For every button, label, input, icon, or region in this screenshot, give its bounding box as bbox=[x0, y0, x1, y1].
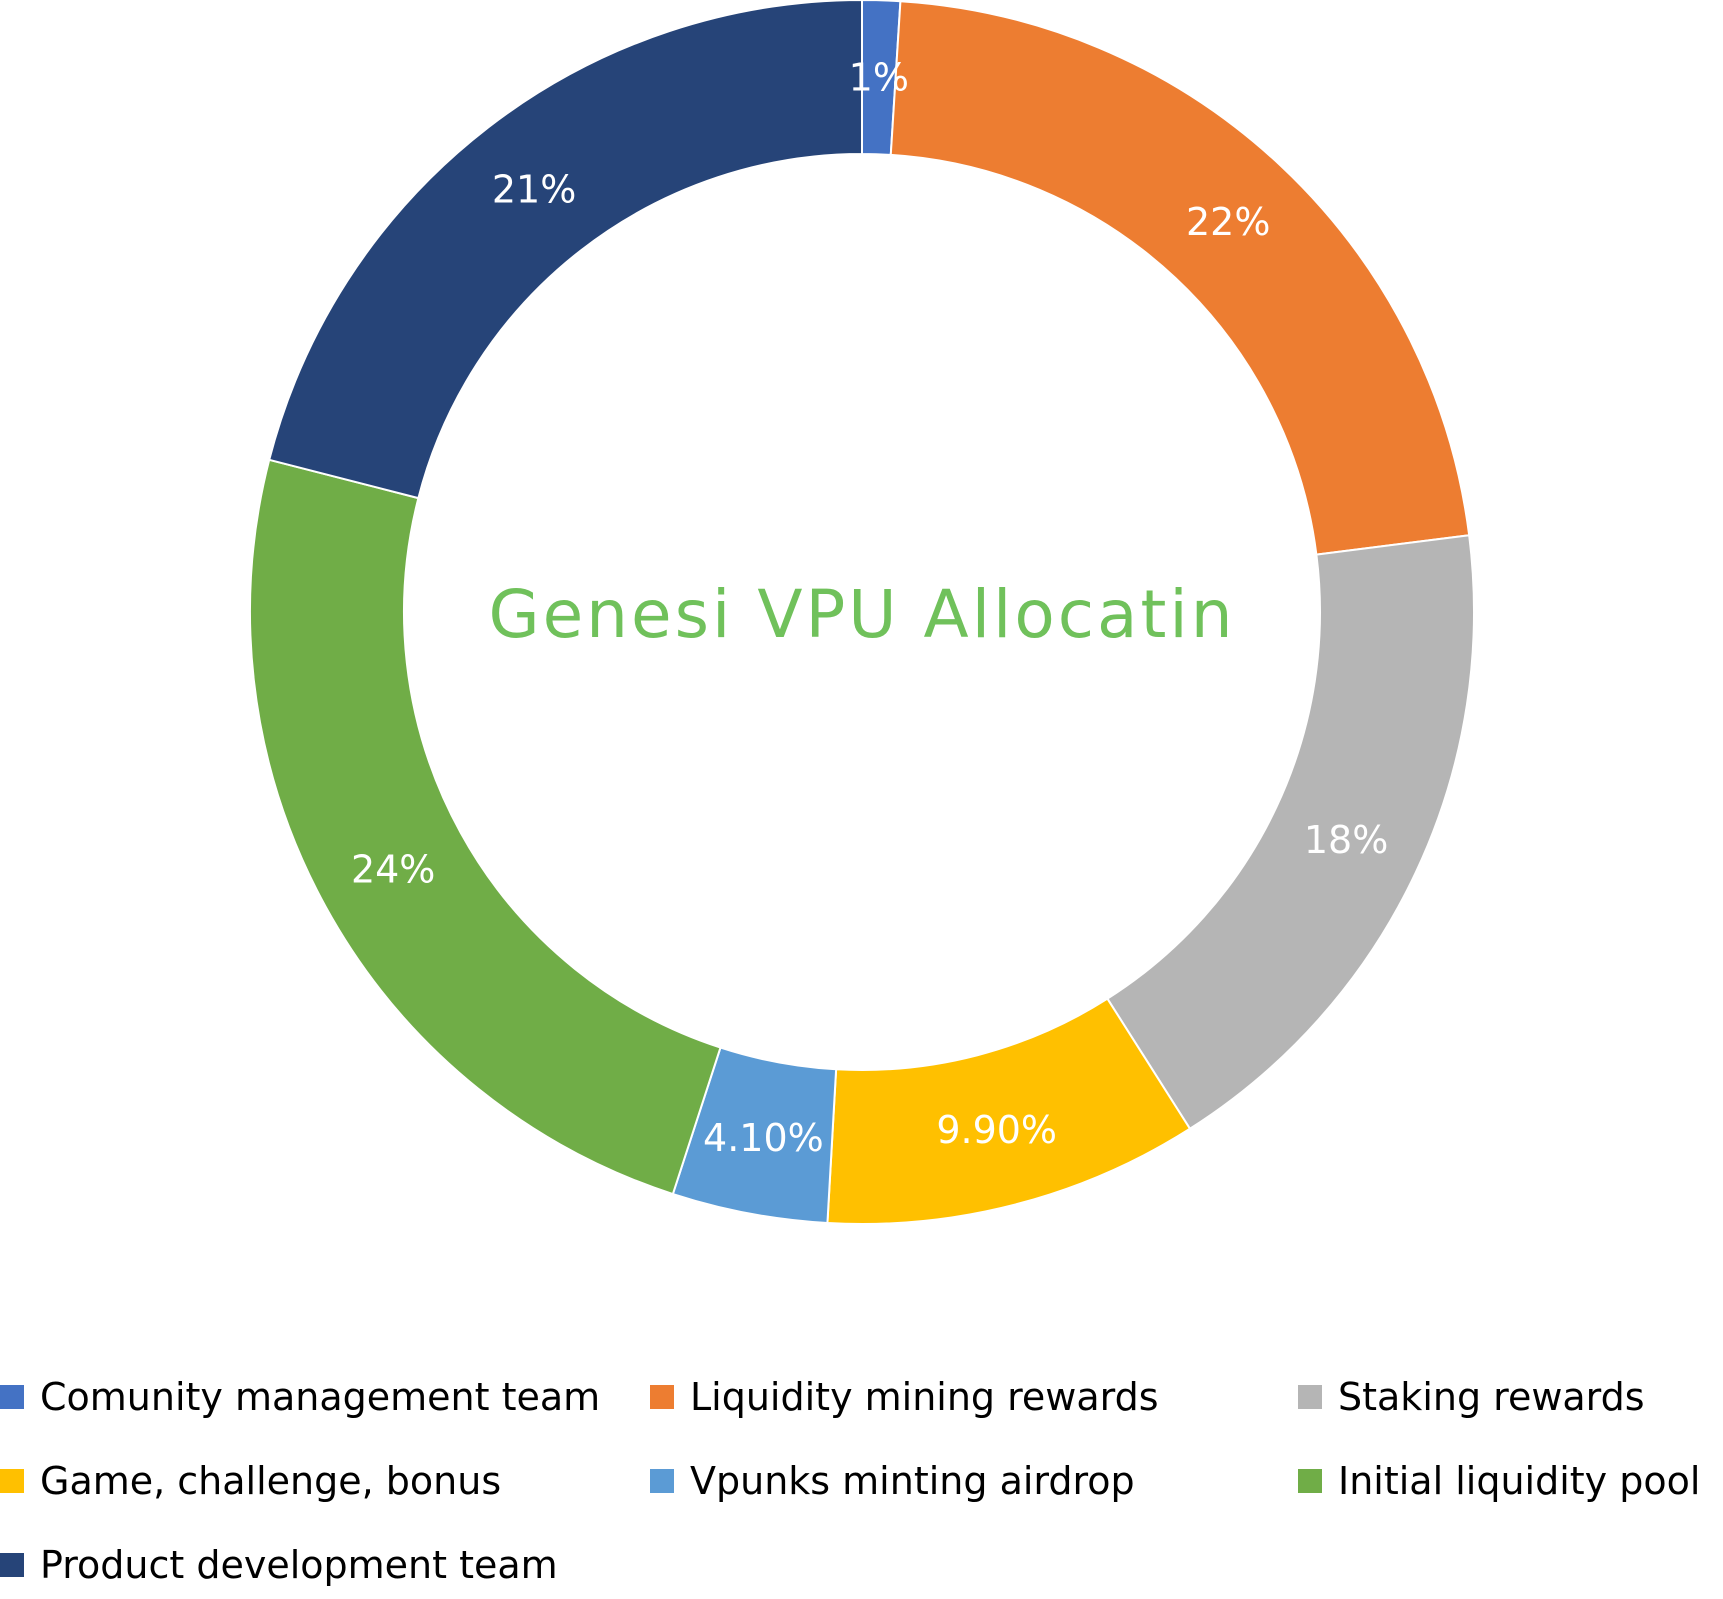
legend-label: Vpunks minting airdrop bbox=[690, 1459, 1135, 1503]
slice-label-4: 4.10% bbox=[703, 1116, 824, 1160]
legend-swatch bbox=[0, 1553, 24, 1577]
legend-label: Liquidity mining rewards bbox=[690, 1375, 1159, 1419]
slice-label-5: 24% bbox=[351, 848, 435, 892]
slice-label-2: 18% bbox=[1304, 818, 1388, 862]
slice-6 bbox=[268, 0, 863, 500]
legend-label: Product development team bbox=[40, 1543, 558, 1587]
chart-legend: Comunity management team Liquidity mining… bbox=[0, 1372, 1723, 1599]
legend-item-4: Vpunks minting airdrop bbox=[650, 1456, 1135, 1506]
slice-labels: 1% 22% 18% 9.90% 4.10% 24% 21% bbox=[351, 55, 1388, 1160]
legend-item-6: Product development team bbox=[0, 1540, 558, 1590]
donut-slices bbox=[249, 0, 1475, 1225]
legend-swatch bbox=[650, 1385, 674, 1409]
legend-label: Staking rewards bbox=[1338, 1375, 1645, 1419]
slice-label-3: 9.90% bbox=[936, 1108, 1057, 1152]
legend-swatch bbox=[650, 1469, 674, 1493]
chart-title: Genesi VPU Allocatin bbox=[488, 576, 1235, 653]
slice-1 bbox=[889, 0, 1471, 556]
legend-label: Comunity management team bbox=[40, 1375, 601, 1419]
legend-swatch bbox=[0, 1469, 24, 1493]
legend-swatch bbox=[0, 1385, 24, 1409]
legend-item-2: Staking rewards bbox=[1298, 1372, 1645, 1422]
legend-label: Game, challenge, bonus bbox=[40, 1459, 502, 1503]
legend-item-3: Game, challenge, bonus bbox=[0, 1456, 501, 1506]
slice-label-0: 1% bbox=[849, 55, 909, 99]
legend-swatch bbox=[1298, 1385, 1322, 1409]
legend-label: Initial liquidity pool bbox=[1338, 1459, 1701, 1503]
legend-swatch bbox=[1298, 1469, 1322, 1493]
donut-chart: 1% 22% 18% 9.90% 4.10% 24% 21% Genesi VPU Allo… bbox=[249, 0, 1475, 1225]
legend-item-1: Liquidity mining rewards bbox=[650, 1372, 1159, 1422]
legend-item-0: Comunity management team bbox=[0, 1372, 600, 1422]
slice-label-1: 22% bbox=[1186, 200, 1270, 244]
slice-label-6: 21% bbox=[492, 167, 576, 211]
slice-5 bbox=[249, 458, 722, 1196]
legend-item-5: Initial liquidity pool bbox=[1298, 1456, 1700, 1506]
